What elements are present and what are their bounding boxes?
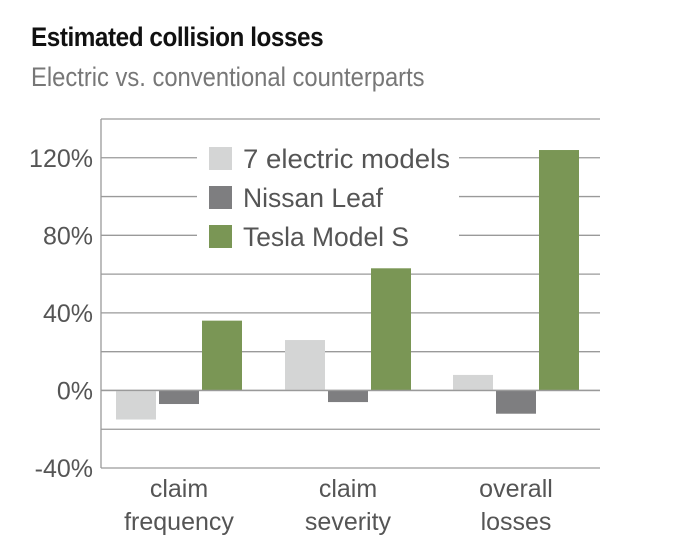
x-tick-label: losses [481,508,552,536]
legend-swatch [209,147,232,170]
bar [202,320,242,391]
x-tick-label: overall [479,475,553,503]
x-tick-label: claim [319,475,377,503]
legend-background [197,181,459,213]
legend-background [197,220,459,252]
x-tick-label: claim [150,475,208,503]
bar [371,268,411,391]
legend-swatch [209,186,232,209]
legend-swatch [209,225,232,248]
bar [328,390,368,403]
bar [453,374,493,391]
y-tick-label: -40% [35,455,93,483]
y-tick-label: 80% [43,222,93,250]
bar [496,390,536,414]
legend-label: 7 electric models [243,144,450,174]
y-tick-label: 40% [43,300,93,328]
chart-subtitle: Electric vs. conventional counterparts [31,62,425,92]
bar [285,340,325,391]
legend-label: Nissan Leaf [243,183,383,213]
x-tick-label: severity [305,508,392,536]
chart-title: Estimated collision losses [31,22,324,52]
y-tick-label: 0% [57,377,93,405]
x-tick-label: frequency [124,508,234,536]
legend-label: Tesla Model S [243,222,409,252]
bar [539,150,579,391]
y-tick-label: 120% [29,145,93,173]
bar [116,390,156,420]
legend-background [197,142,459,174]
bar [159,390,199,405]
